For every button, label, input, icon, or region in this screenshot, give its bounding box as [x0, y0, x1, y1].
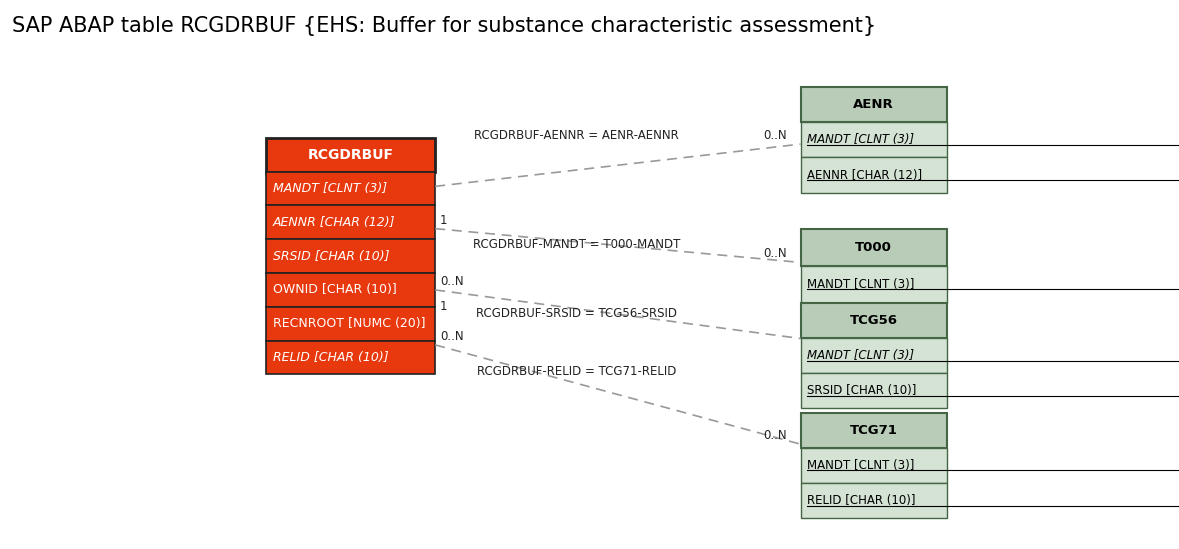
FancyBboxPatch shape: [801, 158, 947, 193]
Text: RCGDRBUF-AENNR = AENR-AENNR: RCGDRBUF-AENNR = AENR-AENNR: [474, 129, 679, 142]
FancyBboxPatch shape: [801, 483, 947, 518]
FancyBboxPatch shape: [266, 239, 435, 273]
Text: SRSID [CHAR (10)]: SRSID [CHAR (10)]: [808, 384, 916, 397]
FancyBboxPatch shape: [801, 412, 947, 448]
Text: 0..N: 0..N: [763, 129, 788, 142]
Text: 0..N: 0..N: [763, 429, 788, 442]
FancyBboxPatch shape: [801, 338, 947, 373]
FancyBboxPatch shape: [801, 448, 947, 483]
FancyBboxPatch shape: [266, 273, 435, 307]
Text: MANDT [CLNT (3)]: MANDT [CLNT (3)]: [808, 349, 914, 362]
FancyBboxPatch shape: [801, 87, 947, 122]
Text: RECNROOT [NUMC (20)]: RECNROOT [NUMC (20)]: [272, 317, 426, 330]
FancyBboxPatch shape: [266, 138, 435, 171]
Text: AENNR [CHAR (12)]: AENNR [CHAR (12)]: [808, 169, 922, 182]
FancyBboxPatch shape: [801, 266, 947, 302]
Text: T000: T000: [855, 240, 893, 254]
Text: 0..N: 0..N: [440, 330, 463, 343]
Text: MANDT [CLNT (3)]: MANDT [CLNT (3)]: [808, 459, 915, 472]
Text: RCGDRBUF-MANDT = T000-MANDT: RCGDRBUF-MANDT = T000-MANDT: [473, 238, 680, 251]
Text: SRSID [CHAR (10)]: SRSID [CHAR (10)]: [272, 250, 389, 262]
FancyBboxPatch shape: [266, 307, 435, 340]
Text: MANDT [CLNT (3)]: MANDT [CLNT (3)]: [808, 133, 914, 147]
Text: OWNID [CHAR (10)]: OWNID [CHAR (10)]: [272, 283, 396, 296]
FancyBboxPatch shape: [266, 340, 435, 374]
Text: RCGDRBUF-RELID = TCG71-RELID: RCGDRBUF-RELID = TCG71-RELID: [477, 365, 677, 378]
Text: MANDT [CLNT (3)]: MANDT [CLNT (3)]: [808, 278, 915, 290]
FancyBboxPatch shape: [801, 122, 947, 158]
FancyBboxPatch shape: [266, 205, 435, 239]
Text: RELID [CHAR (10)]: RELID [CHAR (10)]: [808, 494, 916, 507]
Text: AENNR [CHAR (12)]: AENNR [CHAR (12)]: [272, 216, 395, 229]
Text: MANDT [CLNT (3)]: MANDT [CLNT (3)]: [272, 182, 387, 195]
Text: TCG71: TCG71: [850, 424, 897, 436]
FancyBboxPatch shape: [266, 171, 435, 205]
FancyBboxPatch shape: [801, 302, 947, 338]
Text: SAP ABAP table RCGDRBUF {EHS: Buffer for substance characteristic assessment}: SAP ABAP table RCGDRBUF {EHS: Buffer for…: [12, 16, 876, 36]
Text: 0..N: 0..N: [763, 248, 788, 260]
Text: AENR: AENR: [854, 98, 894, 111]
Text: RCGDRBUF: RCGDRBUF: [308, 148, 394, 161]
Text: RELID [CHAR (10)]: RELID [CHAR (10)]: [272, 351, 388, 364]
Text: TCG56: TCG56: [850, 313, 897, 327]
Text: 0..N: 0..N: [440, 275, 463, 288]
Text: RCGDRBUF-SRSID = TCG56-SRSID: RCGDRBUF-SRSID = TCG56-SRSID: [476, 307, 677, 320]
FancyBboxPatch shape: [801, 373, 947, 408]
Text: 1: 1: [440, 300, 447, 313]
Text: 1: 1: [440, 214, 447, 227]
FancyBboxPatch shape: [801, 228, 947, 266]
